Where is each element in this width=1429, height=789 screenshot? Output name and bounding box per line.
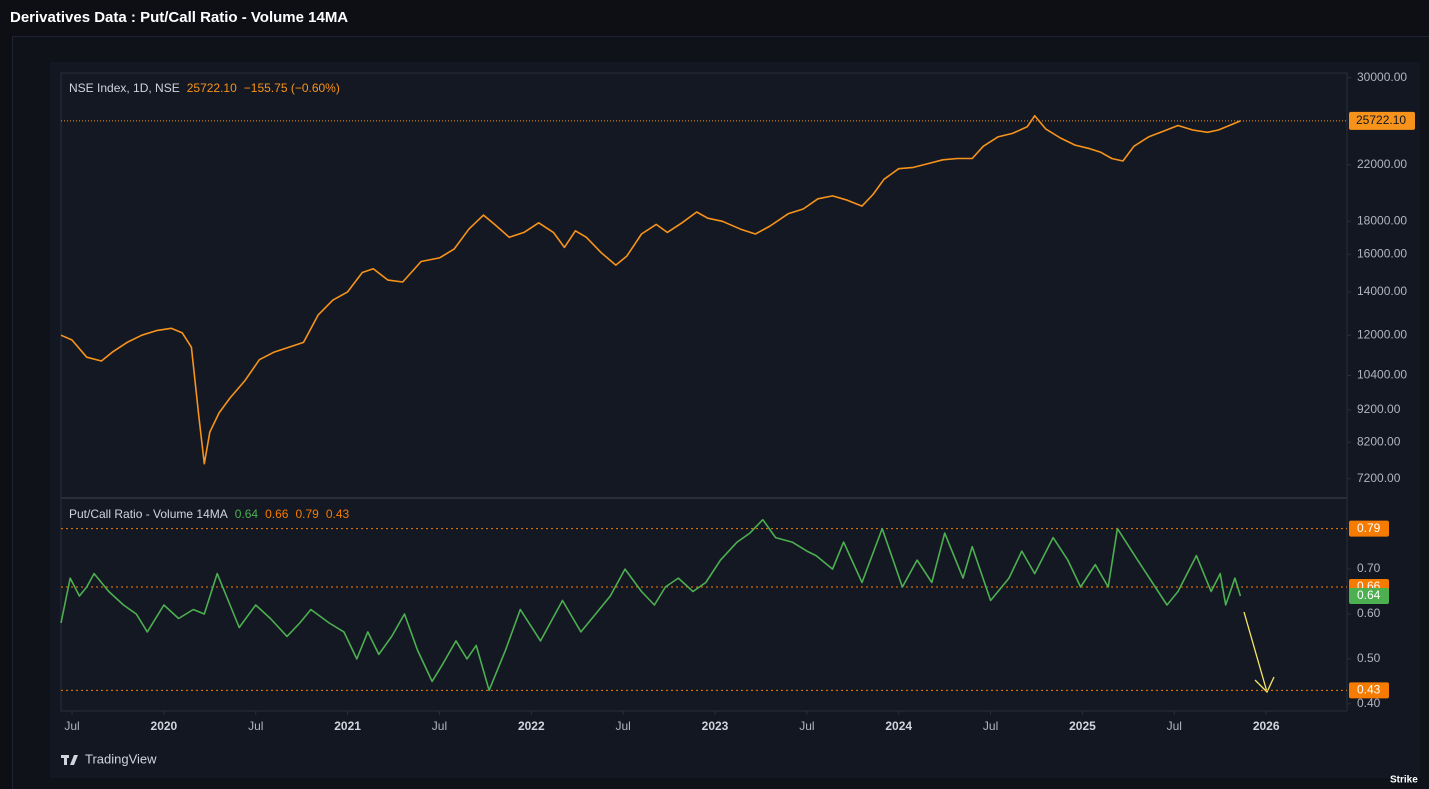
- y-tick-label: 22000.00: [1357, 157, 1407, 171]
- y-tick-label: 0.70: [1357, 561, 1381, 575]
- x-tick-label: Jul: [64, 719, 79, 733]
- y-tick-label: 30000.00: [1357, 70, 1407, 84]
- x-tick-label: Jul: [615, 719, 630, 733]
- level-label: 0.79: [1357, 521, 1381, 535]
- plot-frame: [60, 72, 1348, 712]
- watermark: Strike: [1390, 775, 1418, 786]
- price-label: 25722.10: [1356, 113, 1406, 127]
- x-tick-label: 2025: [1069, 719, 1096, 733]
- level-box: [1349, 682, 1389, 699]
- legend-text: 25722.10: [187, 81, 237, 95]
- level-box: [1349, 520, 1389, 537]
- y-tick-label: 10400.00: [1357, 368, 1407, 382]
- y-tick-label: 0.50: [1357, 651, 1381, 665]
- legend-text: 0.64: [235, 507, 259, 521]
- level-label: 0.43: [1357, 683, 1381, 697]
- y-tick-label: 8200.00: [1357, 434, 1401, 448]
- series-line: [60, 518, 1242, 692]
- x-tick-label: 2022: [518, 719, 545, 733]
- x-tick-label: 2023: [702, 719, 729, 733]
- page-title: Derivatives Data : Put/Call Ratio - Volu…: [10, 9, 348, 26]
- x-tick-label: 2021: [334, 719, 361, 733]
- x-tick-label: Jul: [1167, 719, 1182, 733]
- annotation-arrow: [1243, 611, 1275, 694]
- value-box: [1349, 588, 1389, 605]
- legend-text: 0.79: [295, 507, 319, 521]
- y-tick-label: 7200.00: [1357, 471, 1401, 485]
- legend-text: 0.43: [326, 507, 350, 521]
- brand: TradingView: [85, 751, 157, 766]
- y-tick-label: 18000.00: [1357, 213, 1407, 227]
- brand-logo: [61, 755, 78, 765]
- legend-text: Put/Call Ratio - Volume 14MA: [69, 507, 228, 521]
- series-line: [60, 114, 1241, 465]
- x-tick-label: Jul: [799, 719, 814, 733]
- y-tick-label: 0.60: [1357, 606, 1381, 620]
- legend-text: −155.75 (−0.60%): [244, 81, 340, 95]
- legend-text: NSE Index, 1D, NSE: [69, 81, 180, 95]
- y-tick-label: 0.40: [1357, 696, 1381, 710]
- y-tick-label: 14000.00: [1357, 284, 1407, 298]
- value-label: 0.64: [1357, 588, 1381, 602]
- x-tick-label: 2026: [1253, 719, 1280, 733]
- price-box: [1349, 111, 1415, 130]
- x-tick-label: 2020: [151, 719, 178, 733]
- legend-text: 0.66: [265, 507, 289, 521]
- y-tick-label: 9200.00: [1357, 402, 1401, 416]
- x-tick-label: Jul: [248, 719, 263, 733]
- y-tick-label: 16000.00: [1357, 247, 1407, 261]
- x-tick-label: Jul: [983, 719, 998, 733]
- y-tick-label: 12000.00: [1357, 327, 1407, 341]
- x-tick-label: Jul: [432, 719, 447, 733]
- x-tick-label: 2024: [885, 719, 912, 733]
